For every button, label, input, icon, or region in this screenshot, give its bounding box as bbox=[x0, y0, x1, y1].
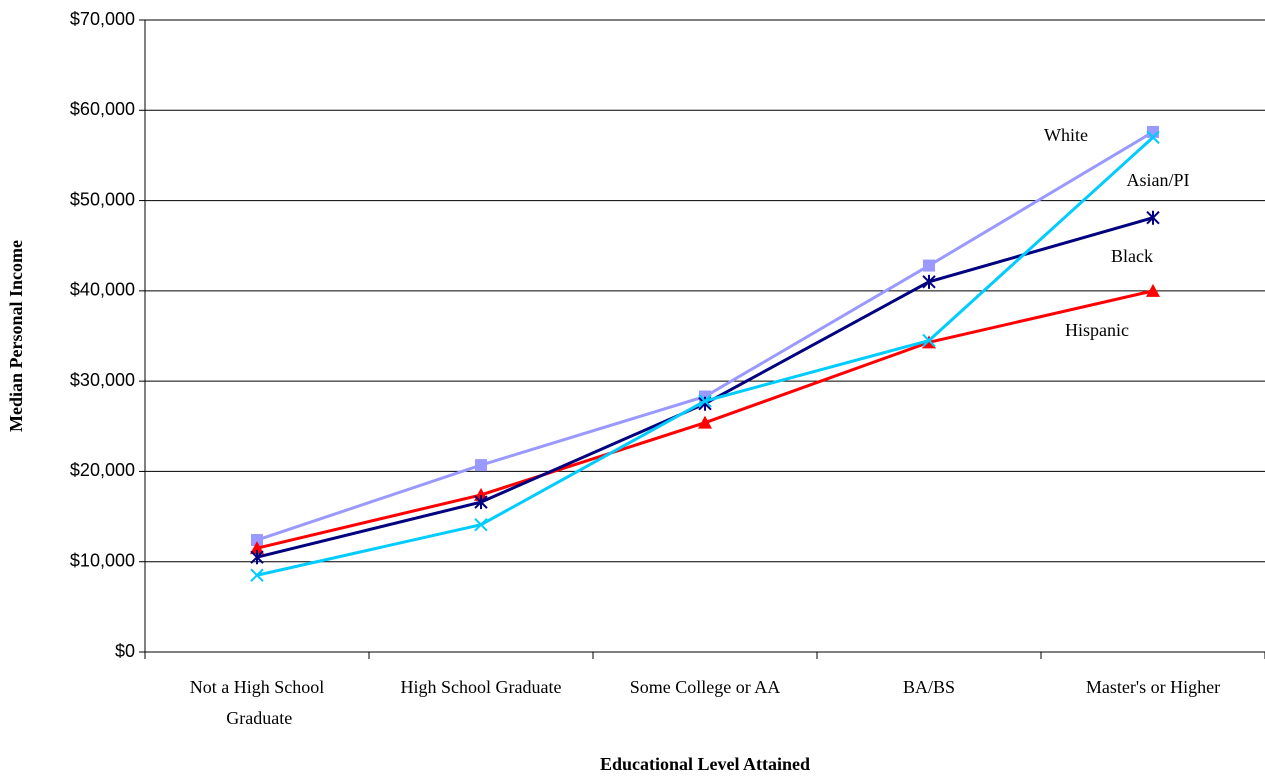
x-axis-title: Educational Level Attained bbox=[600, 754, 810, 774]
series-line bbox=[256, 136, 1155, 577]
marker bbox=[1146, 130, 1160, 145]
series-label: Black bbox=[1111, 246, 1153, 266]
y-tick-label: $40,000 bbox=[70, 280, 135, 300]
marker bbox=[698, 415, 712, 429]
x-tick-label-line: Not a High School bbox=[190, 677, 325, 697]
x-tick-label: High School Graduate bbox=[401, 677, 562, 697]
y-tick-label: $0 bbox=[115, 641, 135, 661]
series-label: Asian/PI bbox=[1127, 170, 1190, 190]
x-tick-label: Not a High School Graduate bbox=[190, 677, 325, 728]
marker bbox=[1146, 283, 1160, 297]
marker bbox=[923, 259, 935, 272]
marker bbox=[250, 550, 264, 565]
series-label: White bbox=[1044, 125, 1088, 145]
y-tick-label: $70,000 bbox=[70, 9, 135, 29]
y-tick-label: $20,000 bbox=[70, 460, 135, 480]
marker bbox=[1146, 210, 1160, 225]
marker bbox=[698, 394, 712, 408]
marker bbox=[922, 274, 936, 289]
marker bbox=[250, 541, 264, 555]
x-tick-label: BA/BS bbox=[903, 677, 955, 697]
marker bbox=[922, 333, 936, 348]
y-tick-label: $50,000 bbox=[70, 189, 135, 209]
marker bbox=[250, 568, 264, 582]
y-axis-title: Median Personal Income bbox=[6, 240, 26, 432]
marker bbox=[474, 517, 488, 532]
series-line bbox=[256, 216, 1154, 559]
marker bbox=[475, 459, 487, 472]
y-tick-label: $30,000 bbox=[70, 370, 135, 390]
x-tick-label: Master's or Higher bbox=[1086, 677, 1220, 697]
y-tick-label: $10,000 bbox=[70, 550, 135, 570]
marker bbox=[251, 534, 263, 547]
series-label: Hispanic bbox=[1065, 320, 1129, 340]
marker bbox=[474, 495, 488, 510]
series-line bbox=[256, 130, 1154, 542]
x-tick-label: Some College or AA bbox=[630, 677, 781, 697]
x-tick-label-line: Graduate bbox=[222, 708, 292, 728]
y-tick-label: $60,000 bbox=[70, 99, 135, 119]
